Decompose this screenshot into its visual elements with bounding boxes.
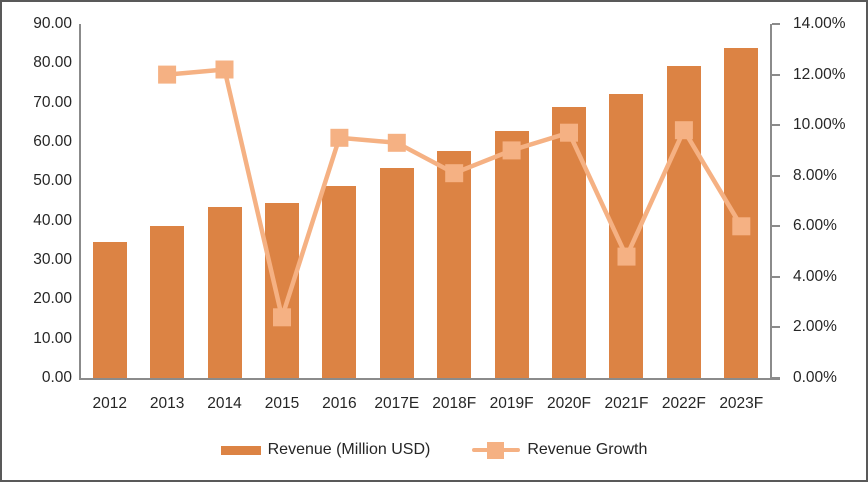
y-axis-right-tick bbox=[772, 275, 780, 278]
revenue-bar bbox=[208, 206, 242, 378]
growth-line bbox=[166, 67, 744, 326]
y-axis-left-label: 60.00 bbox=[33, 133, 72, 150]
revenue-bar bbox=[495, 131, 529, 378]
y-axis-left-label: 30.00 bbox=[33, 251, 72, 268]
x-axis-label: 2015 bbox=[264, 395, 300, 412]
legend-item-growth: Revenue Growth bbox=[472, 441, 647, 459]
y-axis-right-tick bbox=[772, 73, 780, 76]
growth-marker bbox=[158, 65, 177, 84]
x-axis-label: 2020F bbox=[547, 395, 591, 412]
growth-marker bbox=[674, 121, 693, 140]
y-axis-left-line bbox=[79, 24, 81, 380]
y-axis-right-label: 12.00% bbox=[793, 65, 846, 83]
growth-marker bbox=[215, 60, 234, 79]
revenue-bar bbox=[322, 186, 356, 378]
revenue-bar bbox=[437, 151, 471, 378]
plot-area bbox=[81, 24, 770, 378]
revenue-bar bbox=[380, 168, 414, 378]
growth-line-swatch bbox=[472, 441, 521, 459]
y-axis-right-label: 4.00% bbox=[793, 267, 837, 285]
growth-marker bbox=[387, 133, 406, 152]
legend-label-revenue: Revenue (Million USD) bbox=[267, 441, 431, 458]
growth-marker bbox=[273, 308, 291, 327]
y-axis-right-tick bbox=[772, 124, 780, 127]
y-axis-left-label: 20.00 bbox=[33, 290, 72, 308]
x-axis-line bbox=[79, 378, 780, 380]
revenue-swatch bbox=[220, 445, 261, 455]
growth-marker bbox=[445, 164, 464, 183]
growth-marker bbox=[330, 128, 349, 147]
growth-marker bbox=[732, 217, 751, 236]
y-axis-right-tick bbox=[772, 23, 780, 25]
x-axis-label: 2023F bbox=[719, 395, 764, 412]
y-axis-left-label: 90.00 bbox=[33, 15, 72, 32]
legend-label-growth: Revenue Growth bbox=[527, 441, 648, 458]
y-axis-right-label: 14.00% bbox=[793, 15, 846, 32]
revenue-bar bbox=[93, 241, 127, 378]
y-axis-left-label: 10.00 bbox=[33, 329, 72, 347]
x-axis-label: 2021F bbox=[604, 395, 649, 412]
legend-item-revenue: Revenue (Million USD) bbox=[220, 441, 431, 459]
x-axis-label: 2017E bbox=[374, 395, 420, 412]
x-axis-label: 2022F bbox=[661, 395, 706, 412]
x-axis-label: 2016 bbox=[322, 395, 357, 412]
y-axis-right-line bbox=[770, 24, 772, 380]
y-axis-left-label: 40.00 bbox=[33, 211, 72, 229]
legend: Revenue (Million USD) Revenue Growth bbox=[2, 441, 866, 459]
y-axis-right-label: 8.00% bbox=[793, 166, 837, 184]
x-axis-label: 2018F bbox=[432, 395, 477, 412]
y-axis-left-label: 50.00 bbox=[33, 172, 72, 190]
y-axis-left-label: 80.00 bbox=[33, 54, 72, 72]
y-axis-left-label: 70.00 bbox=[33, 93, 72, 111]
growth-marker bbox=[617, 247, 636, 266]
x-axis-label: 2014 bbox=[207, 395, 242, 412]
growth-marker bbox=[502, 141, 521, 160]
y-axis-left-label: 0.00 bbox=[41, 369, 72, 386]
x-axis-label: 2019F bbox=[489, 395, 534, 412]
y-axis-right-tick bbox=[772, 174, 780, 177]
revenue-bar bbox=[724, 47, 758, 378]
x-axis-label: 2012 bbox=[92, 395, 127, 412]
revenue-bar bbox=[265, 203, 299, 378]
revenue-bar bbox=[667, 66, 701, 378]
y-axis-right-tick bbox=[772, 326, 780, 329]
growth-marker bbox=[560, 123, 578, 142]
revenue-bar bbox=[150, 225, 184, 378]
growth-marker-swatch bbox=[487, 441, 505, 459]
y-axis-right-label: 2.00% bbox=[793, 318, 837, 336]
x-axis-label: 2013 bbox=[149, 395, 185, 412]
y-axis-right-label: 0.00% bbox=[793, 369, 837, 386]
y-axis-right-tick bbox=[772, 377, 780, 379]
y-axis-right-label: 10.00% bbox=[793, 116, 846, 134]
y-axis-right-label: 6.00% bbox=[793, 217, 837, 235]
y-axis-right-tick bbox=[772, 225, 780, 228]
